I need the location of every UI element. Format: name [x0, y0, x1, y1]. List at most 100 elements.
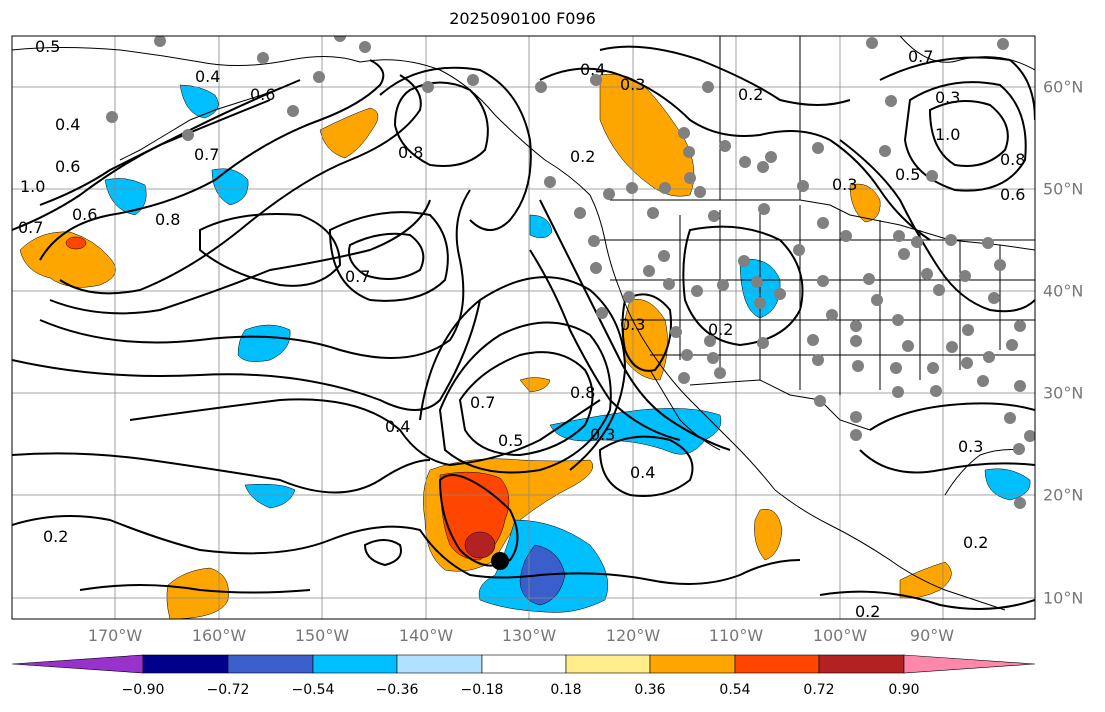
contour-west-2 — [59, 74, 422, 295]
colorbar-tick-label: −0.18 — [460, 682, 504, 698]
orange-region-plains — [849, 183, 881, 223]
contour-south-2 — [79, 584, 311, 594]
storm-position-marker — [491, 552, 509, 570]
lon-label: 160°W — [191, 626, 247, 645]
contour-labels: 0.5 0.4 0.6 0.7 0.4 0.6 0.8 1.0 0.7 0.6 … — [18, 37, 1025, 619]
aleutian-islands — [119, 87, 281, 161]
contour-east-3 — [859, 449, 1035, 474]
contour-mid-2 — [12, 452, 431, 494]
colorbar-tick-label: −0.72 — [206, 682, 250, 698]
contour-pacific-west-2 — [12, 99, 271, 231]
lon-label: 170°W — [87, 626, 143, 645]
colorbar-extend-right — [903, 654, 1036, 674]
contour-label: 0.8 — [1000, 150, 1025, 169]
lon-label: 150°W — [294, 626, 350, 645]
blue-region-gulf — [211, 168, 249, 206]
colorbar-tick-label: −0.90 — [121, 682, 165, 698]
contour-label: 0.7 — [908, 47, 933, 66]
colorbar-tick-label: −0.36 — [375, 682, 419, 698]
contour-label: 0.6 — [250, 85, 275, 104]
contour-label: 0.3 — [620, 75, 645, 94]
contour-label: 0.3 — [620, 315, 645, 334]
contour-label: 0.4 — [55, 115, 80, 134]
contour-west-3 — [49, 199, 431, 315]
contour-coast-2 — [539, 199, 731, 451]
lat-label: 20°N — [1043, 485, 1084, 505]
contour-sw-us — [682, 225, 804, 347]
contour-label: 0.3 — [958, 437, 983, 456]
contour-label: 1.0 — [20, 177, 45, 196]
lon-label: 90°W — [909, 626, 955, 645]
lon-label: 130°W — [501, 626, 557, 645]
contour-ne-ring-3 — [879, 56, 1035, 121]
baja-peninsula — [649, 369, 721, 451]
contour-southwest-ring — [363, 539, 402, 567]
orange-region-gulf — [319, 107, 379, 159]
colorbar-segment — [734, 654, 820, 674]
blue-region-fl — [984, 468, 1031, 501]
contour-label: 0.5 — [35, 37, 60, 56]
contour-center-ring — [438, 474, 519, 567]
contour-label: 0.6 — [1000, 185, 1025, 204]
contour-mid-pacific — [199, 213, 342, 287]
canada-provinces — [719, 36, 801, 200]
contour-gulf-1 — [393, 81, 489, 167]
contour-ca-ring — [621, 293, 672, 372]
contour-central-3 — [419, 276, 627, 471]
blue-region-nw — [179, 84, 219, 119]
contour-hawaii-2 — [328, 211, 449, 302]
colorbar-segment — [818, 654, 905, 674]
blue-region-hawaii — [244, 483, 296, 509]
contour-central-2 — [438, 321, 612, 474]
contour-south-1 — [12, 515, 801, 585]
colorbar-segment — [142, 654, 229, 674]
contour-west-low — [39, 59, 385, 261]
contour-label: 0.8 — [398, 143, 423, 162]
contour-label: 0.4 — [385, 417, 410, 436]
colorbar — [11, 654, 1036, 674]
contour-west-4 — [39, 189, 471, 359]
shaded-anomaly-regions — [19, 73, 1031, 619]
contour-label: 0.7 — [345, 267, 370, 286]
hudson-bay — [899, 36, 1035, 71]
map-title: 2025090100 F096 — [449, 9, 596, 28]
contour-label: 0.7 — [194, 145, 219, 164]
coastlines — [12, 36, 1035, 611]
colorbar-segment — [481, 654, 567, 674]
map-frame — [11, 35, 1036, 620]
contour-label: 0.3 — [935, 88, 960, 107]
contour-label: 0.5 — [895, 165, 920, 184]
colorbar-segment — [649, 654, 736, 674]
lon-label: 120°W — [605, 626, 661, 645]
contour-mid-1 — [129, 398, 601, 467]
orange-region-south — [166, 567, 229, 619]
contour-label: 0.4 — [195, 67, 220, 86]
red-spot-west — [65, 236, 87, 250]
colorbar-segment — [312, 654, 398, 674]
contour-hawaii — [348, 232, 425, 280]
lon-label: 100°W — [812, 626, 868, 645]
colorbar-tick-label: 0.18 — [550, 682, 582, 698]
contour-label: 0.4 — [580, 60, 605, 79]
gulf-coast — [944, 449, 1021, 496]
blue-region-mid — [237, 324, 291, 362]
darkred-core — [464, 531, 496, 559]
colorbar-tick-label: 0.54 — [719, 682, 751, 698]
lat-label: 40°N — [1043, 281, 1084, 301]
lat-label: 10°N — [1043, 588, 1084, 608]
colorbar-extend-left — [11, 654, 144, 674]
contour-east-1 — [839, 139, 1035, 313]
contour-label: 0.8 — [570, 383, 595, 402]
colorbar-segment — [565, 654, 651, 674]
contour-label: 0.6 — [72, 205, 97, 224]
colorbar-segment — [396, 654, 483, 674]
contour-label: 0.2 — [43, 527, 68, 546]
contour-gulf-2 — [379, 66, 532, 231]
blue-region-coast — [529, 214, 553, 239]
contour-label: 0.2 — [738, 85, 763, 104]
contour-east-2 — [869, 402, 1035, 431]
lon-label: 110°W — [708, 626, 764, 645]
contour-label: 1.0 — [935, 125, 960, 144]
contour-sw-ring — [598, 435, 694, 497]
contour-coast-1 — [529, 249, 681, 441]
